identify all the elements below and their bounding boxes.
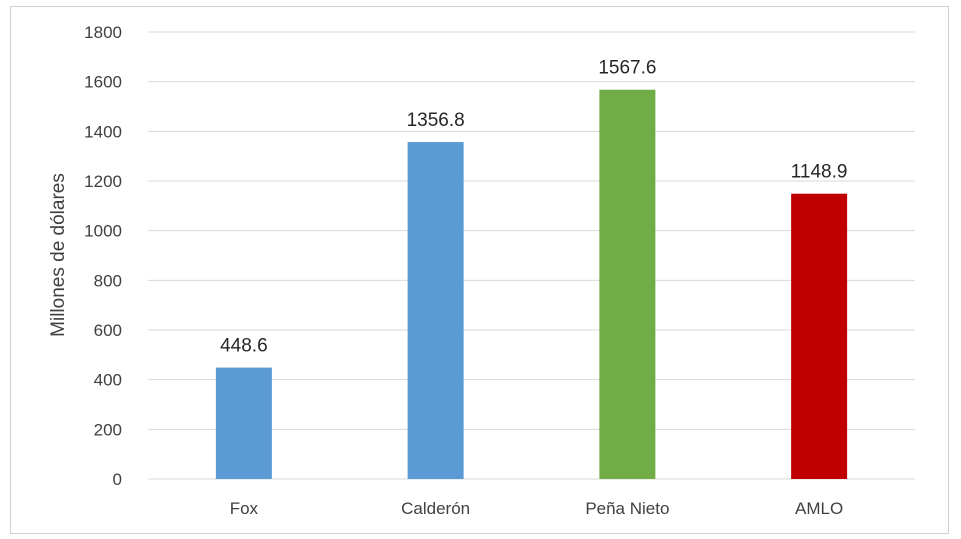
y-tick-label: 1000: [84, 222, 122, 241]
x-tick-label: Peña Nieto: [585, 499, 669, 518]
gridlines: [148, 31, 915, 480]
data-label: 1356.8: [407, 110, 465, 131]
x-tick-label: Calderón: [401, 499, 470, 518]
data-label: 1148.9: [791, 162, 848, 183]
data-labels: 448.6 1356.8 1567.6 1148.9: [220, 58, 847, 357]
x-tick-label: AMLO: [795, 499, 843, 518]
y-tick-label: 1800: [84, 23, 122, 42]
bars: [215, 89, 848, 480]
x-tick-label: Fox: [230, 499, 259, 518]
bar: [791, 193, 848, 480]
y-tick-label: 400: [94, 371, 122, 390]
y-tick-label: 0: [113, 470, 122, 489]
bar: [407, 142, 464, 479]
data-label: 1567.6: [598, 58, 656, 79]
y-tick-label: 800: [94, 271, 122, 290]
y-tick-label: 1400: [84, 122, 122, 141]
bar: [215, 367, 272, 479]
y-tick-label: 1600: [84, 73, 122, 92]
y-axis-ticks: 0 200 400 600 800 1000 1200 1400 1600 1800: [84, 23, 122, 489]
data-label: 448.6: [220, 336, 268, 357]
bar: [599, 89, 656, 479]
y-tick-label: 200: [94, 420, 122, 439]
y-tick-label: 600: [94, 321, 122, 340]
x-axis-ticks: Fox Calderón Peña Nieto AMLO: [230, 499, 844, 518]
y-axis-title: Millones de dólares: [48, 173, 69, 337]
y-tick-label: 1200: [84, 172, 122, 191]
